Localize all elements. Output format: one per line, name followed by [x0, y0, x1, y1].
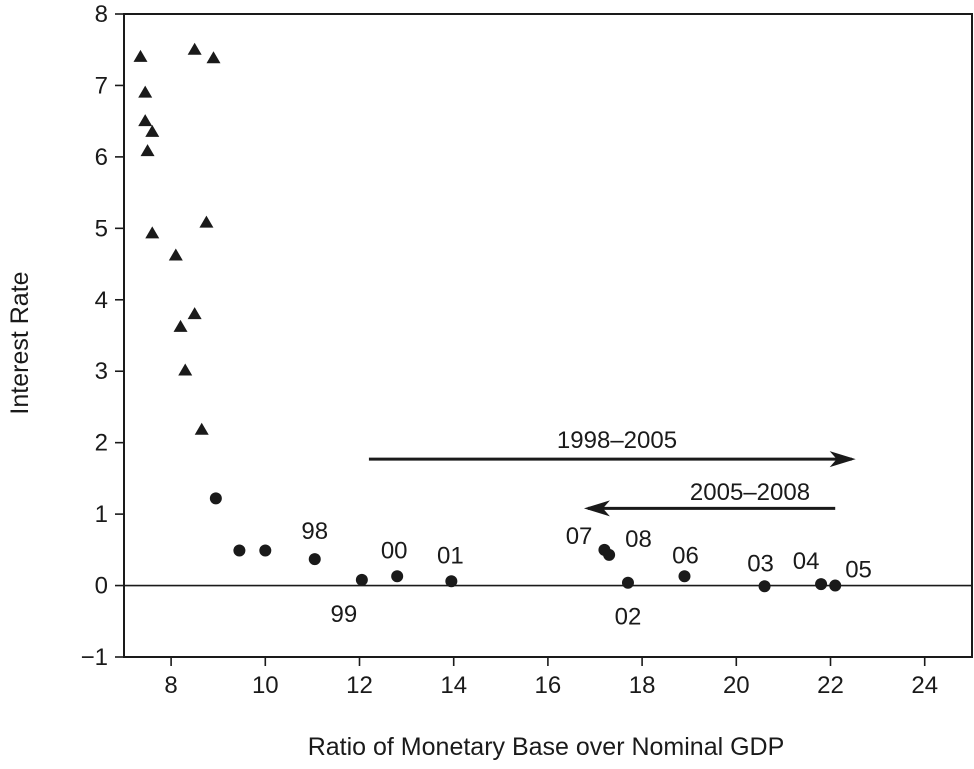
y-tick-label: 0 — [95, 573, 108, 600]
triangle-point — [141, 144, 155, 156]
y-tick-label: 7 — [95, 72, 108, 99]
circle-point — [678, 570, 690, 582]
y-tick-label: 1 — [95, 501, 108, 528]
triangle-point — [133, 50, 147, 62]
point-label: 08 — [625, 526, 652, 553]
circle-point — [309, 553, 321, 565]
y-tick-label: 2 — [95, 430, 108, 457]
point-label: 00 — [381, 537, 408, 564]
point-label: 07 — [566, 523, 593, 550]
x-tick-label: 12 — [346, 672, 373, 699]
point-label: 04 — [793, 548, 820, 575]
triangle-point — [138, 86, 152, 98]
point-label: 06 — [672, 542, 699, 569]
y-tick-label: −1 — [81, 644, 108, 671]
y-tick-label: 5 — [95, 215, 108, 242]
point-label: 01 — [437, 542, 464, 569]
circle-point — [829, 580, 841, 592]
x-tick-label: 24 — [911, 672, 938, 699]
point-label: 99 — [331, 601, 358, 628]
y-tick-label: 3 — [95, 358, 108, 385]
triangle-point — [206, 51, 220, 63]
triangle-point — [195, 423, 209, 435]
triangle-point — [188, 307, 202, 319]
y-axis-title: Interest Rate — [6, 271, 34, 414]
x-tick-label: 18 — [629, 672, 656, 699]
x-tick-label: 14 — [440, 672, 467, 699]
x-tick-label: 20 — [723, 672, 750, 699]
triangle-point — [138, 114, 152, 126]
triangle-point — [145, 125, 159, 137]
triangle-point — [174, 320, 188, 332]
circle-point — [445, 575, 457, 587]
triangle-point — [169, 248, 183, 260]
circle-point — [622, 577, 634, 589]
point-label: 02 — [615, 604, 642, 631]
triangle-point — [188, 43, 202, 55]
circle-point — [759, 580, 771, 592]
x-tick-label: 8 — [164, 672, 177, 699]
circle-point — [603, 549, 615, 561]
circle-point — [356, 574, 368, 586]
x-axis-title: Ratio of Monetary Base over Nominal GDP — [308, 733, 785, 761]
point-label: 05 — [845, 557, 872, 584]
y-tick-label: 6 — [95, 144, 108, 171]
annotations: 1998–2005 2005–2008 — [369, 427, 856, 516]
circle-point — [391, 570, 403, 582]
x-tick-label: 16 — [535, 672, 562, 699]
annotation-label: 2005–2008 — [690, 479, 810, 506]
triangle-point — [199, 216, 213, 228]
x-tick-label: 22 — [817, 672, 844, 699]
point-labels: 98 99 00 01 07 08 02 06 03 04 05 — [301, 518, 872, 631]
triangle-point — [145, 226, 159, 238]
x-tick-label: 10 — [252, 672, 279, 699]
circle-point — [233, 545, 245, 557]
circle-point — [210, 492, 222, 504]
point-label: 03 — [747, 550, 774, 577]
y-tick-label: 4 — [95, 287, 108, 314]
circle-point — [259, 545, 271, 557]
point-label: 98 — [301, 518, 328, 545]
triangle-point — [178, 364, 192, 376]
y-axis: −1 0 1 2 3 4 5 6 7 8 — [81, 1, 124, 671]
y-tick-label: 8 — [95, 1, 108, 28]
circle-point — [815, 578, 827, 590]
annotation-label: 1998–2005 — [557, 427, 677, 454]
x-axis: 8 10 12 14 16 18 20 22 24 — [164, 657, 938, 699]
